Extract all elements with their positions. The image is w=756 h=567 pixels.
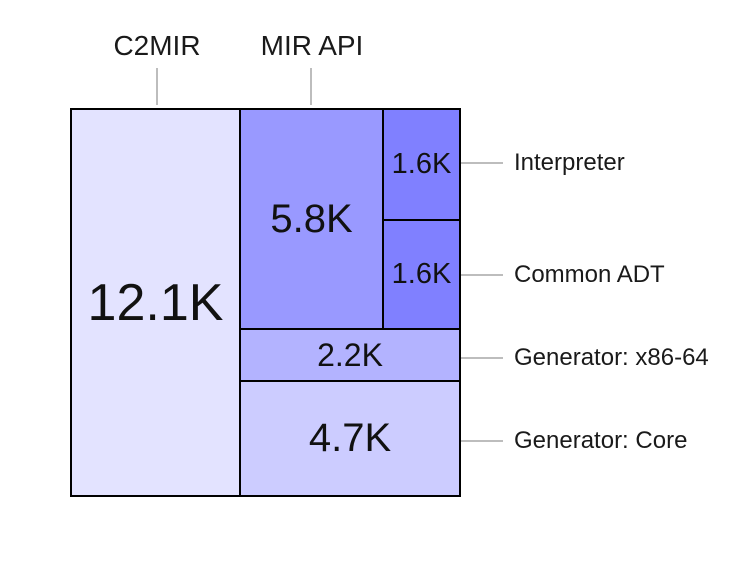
top-label-c2mir: C2MIR [113,30,201,61]
block-generator-x86-64-value: 2.2K [317,336,383,373]
block-common-adt: 1.6K [384,221,459,328]
leader-line-generator-x86-64 [461,357,503,359]
leader-line-c2mir [156,68,158,105]
block-mir-api: 5.8K [241,110,384,328]
treemap-box: 12.1K 5.8K 1.6K 1.6K 2.2K [70,108,461,497]
top-label-mir-api: MIR API [260,30,364,61]
callout-generator-x86-64: Generator: x86-64 [461,344,709,372]
leader-line-generator-core [461,440,503,442]
treemap-right-column: 5.8K 1.6K 1.6K 2.2K 4.7K [241,110,459,495]
block-c2mir-value: 12.1K [87,273,224,332]
leader-line-interpreter [461,162,503,164]
leader-line-common-adt [461,274,503,276]
block-generator-core: 4.7K [241,382,459,495]
block-common-adt-value: 1.6K [391,258,452,290]
treemap-small-column: 1.6K 1.6K [384,110,459,328]
callout-common-adt: Common ADT [461,261,665,289]
callout-generator-x86-64-label: Generator: x86-64 [514,344,709,371]
block-interpreter: 1.6K [384,110,459,221]
block-generator-x86-64: 2.2K [241,330,459,382]
block-interpreter-value: 1.6K [391,148,452,180]
block-mir-api-value: 5.8K [270,196,353,241]
block-c2mir: 12.1K [72,110,241,495]
callout-generator-core-label: Generator: Core [514,427,688,454]
callout-interpreter-label: Interpreter [514,149,625,176]
block-generator-core-value: 4.7K [308,416,392,460]
callout-generator-core: Generator: Core [461,427,687,455]
treemap-top-row: 5.8K 1.6K 1.6K [241,110,459,330]
callout-interpreter: Interpreter [461,149,625,177]
leader-line-mir-api [310,68,312,105]
callout-common-adt-label: Common ADT [514,261,665,288]
